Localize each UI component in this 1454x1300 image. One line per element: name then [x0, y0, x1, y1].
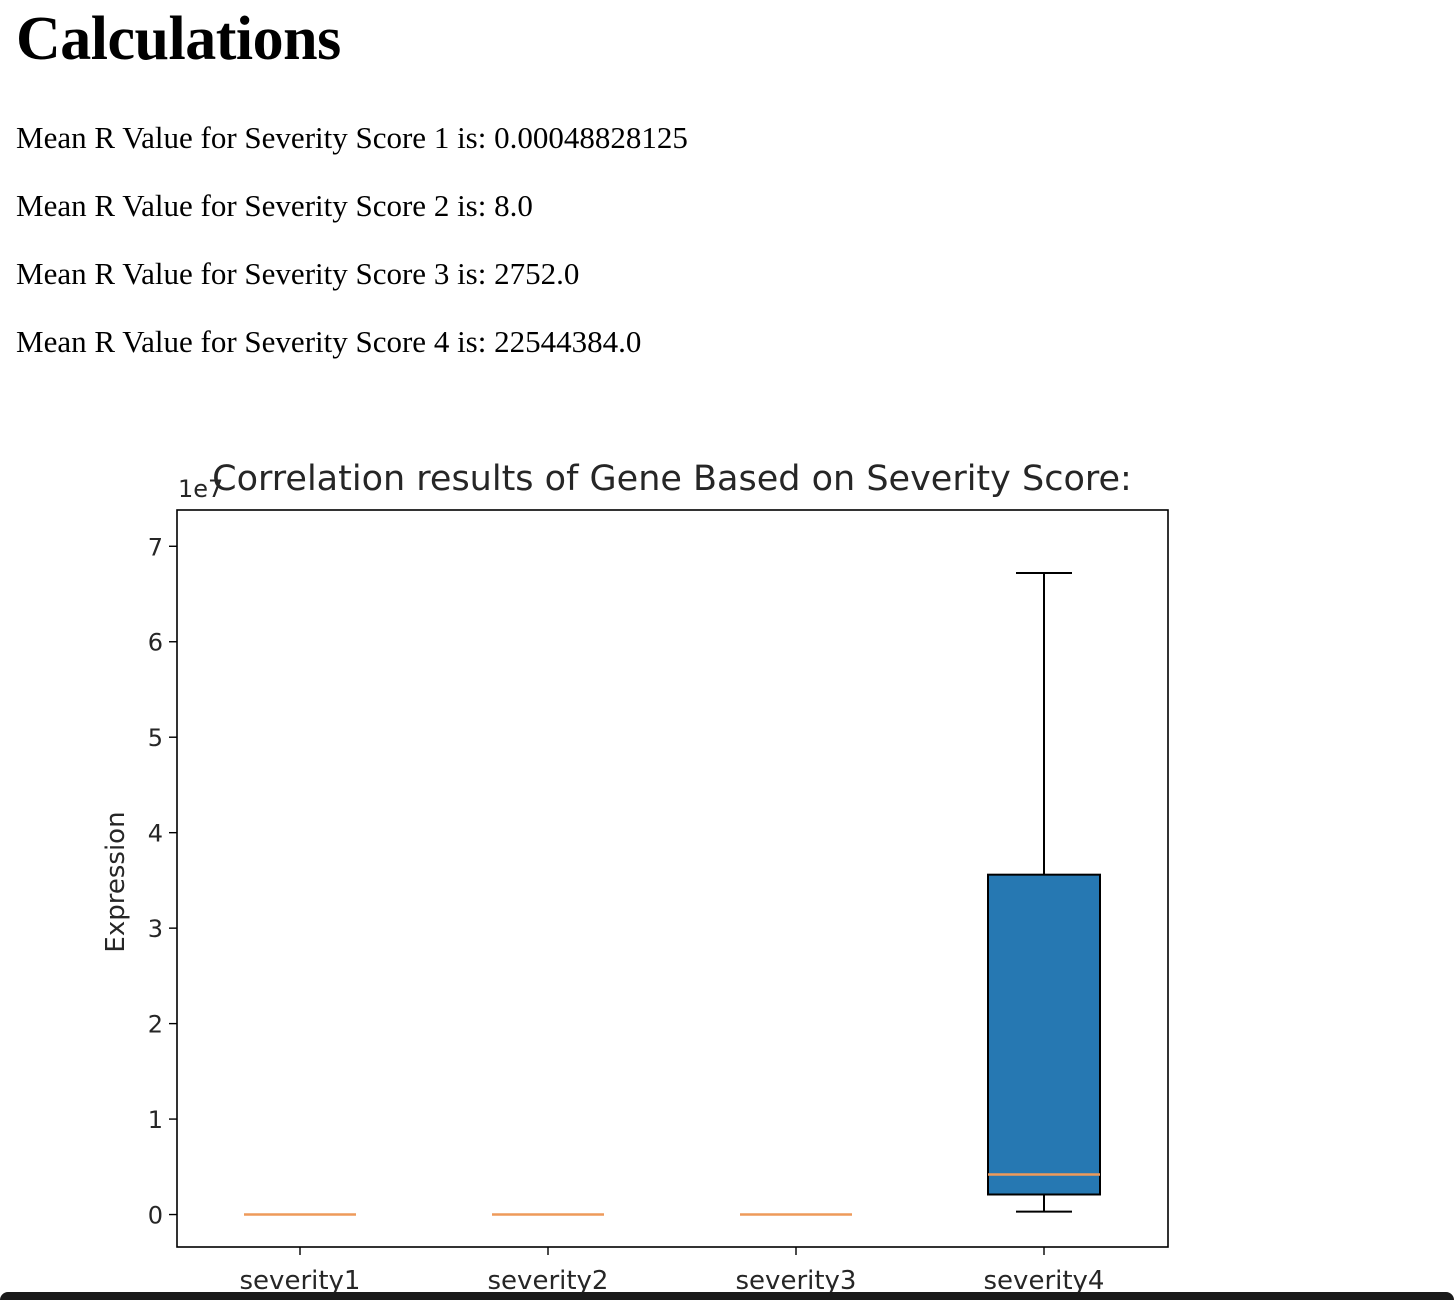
mean-r-value-severity-4: Mean R Value for Severity Score 4 is: 22…	[16, 324, 642, 359]
plot-frame	[176, 509, 1169, 1248]
y-tick-label: 5	[148, 724, 163, 752]
y-tick-label: 0	[148, 1202, 163, 1230]
page-title: Calculations	[16, 5, 341, 73]
box-severity4	[987, 873, 1101, 1196]
y-axis-offset-label: 1e7	[178, 475, 223, 503]
chart-title: Correlation results of Gene Based on Sev…	[212, 459, 1132, 499]
box-plot-chart: Correlation results of Gene Based on Sev…	[0, 430, 1454, 1300]
y-tick-label: 2	[148, 1011, 163, 1039]
y-tick-label: 3	[148, 915, 163, 943]
y-tick-label: 6	[148, 629, 163, 657]
y-axis-label: Expression	[101, 811, 131, 952]
y-tick-label: 7	[148, 533, 163, 561]
y-tick-label: 1	[148, 1106, 163, 1134]
x-tick-label: severity2	[488, 1266, 609, 1296]
mean-r-value-severity-2: Mean R Value for Severity Score 2 is: 8.…	[16, 188, 533, 223]
plot-area: 0 1 2 3 4 5 6 7 severity1 severity2 severity3 sever…	[148, 509, 1169, 1296]
mean-r-value-severity-3: Mean R Value for Severity Score 3 is: 27…	[16, 256, 580, 291]
chart-svg: Correlation results of Gene Based on Sev…	[101, 459, 1169, 1296]
mean-r-value-severity-1: Mean R Value for Severity Score 1 is: 0.…	[16, 120, 688, 155]
window-bottom-edge	[0, 1292, 1454, 1300]
x-tick-label: severity3	[736, 1266, 857, 1296]
x-tick-label: severity1	[240, 1266, 361, 1296]
y-tick-label: 4	[148, 820, 163, 848]
x-tick-label: severity4	[984, 1266, 1105, 1296]
